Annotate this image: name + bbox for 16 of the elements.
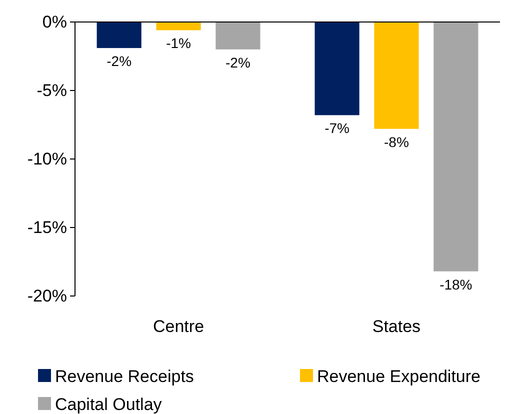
legend-label: Revenue Expenditure — [317, 367, 481, 386]
data-label: -8% — [384, 134, 409, 150]
y-tick-label: -5% — [36, 80, 67, 100]
y-tick-label: -10% — [27, 149, 67, 168]
y-tick-label: 0% — [42, 12, 67, 32]
legend-label: Capital Outlay — [55, 395, 162, 414]
y-tick-label: -15% — [27, 218, 67, 237]
data-label: -2% — [106, 53, 132, 70]
legend-label: Revenue Receipts — [55, 367, 194, 386]
data-label: -1% — [166, 35, 191, 52]
data-label: -2% — [226, 54, 250, 70]
data-label: -18% — [440, 276, 472, 292]
data-label: -7% — [324, 120, 350, 136]
x-tick-label: Centre — [153, 317, 204, 336]
y-tick-label: -20% — [27, 286, 67, 306]
x-tick-label: States — [372, 317, 421, 336]
